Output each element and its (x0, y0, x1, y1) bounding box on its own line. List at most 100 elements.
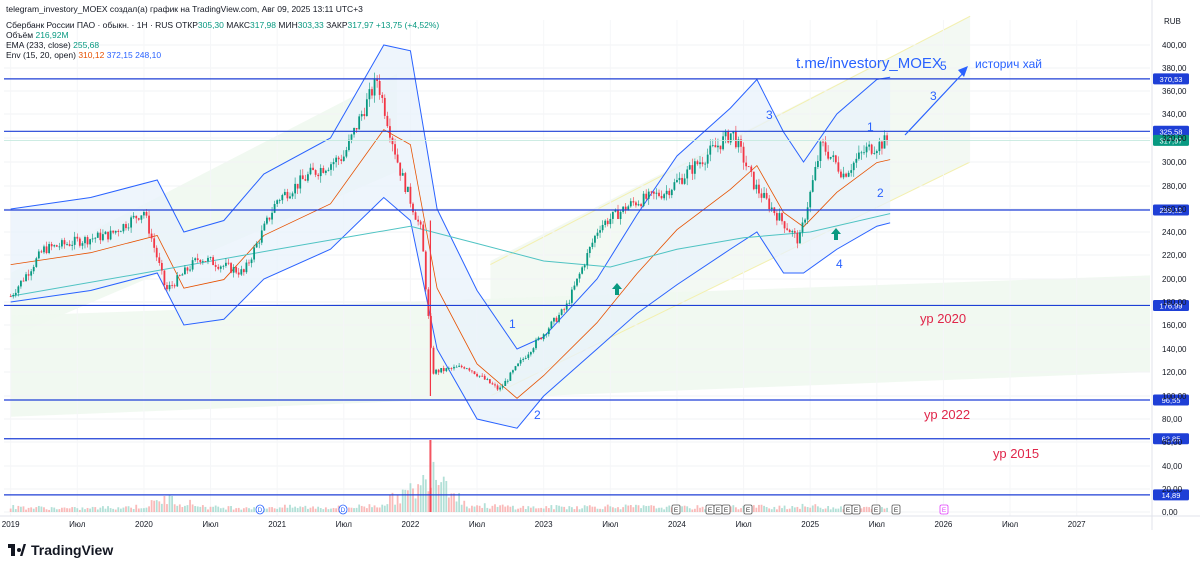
candle-body (863, 152, 865, 154)
candle-body (512, 370, 514, 373)
envelope-basis-line (10, 129, 891, 399)
volume-bar (50, 507, 53, 512)
candle-body (304, 179, 307, 181)
volume-bar (373, 505, 376, 512)
volume-bar (686, 506, 689, 512)
volume-bar (186, 505, 189, 512)
candle-body (763, 192, 765, 198)
buy-arrow-icon (831, 228, 841, 240)
volume-bar (437, 485, 440, 512)
volume-bar (609, 506, 612, 512)
envelope-bands (10, 44, 891, 429)
candle-body (66, 244, 68, 245)
candle-body (58, 246, 61, 248)
volume-bar (732, 505, 735, 512)
volume-bar (783, 505, 786, 512)
candle-body (594, 235, 596, 243)
volume-bar (406, 490, 409, 512)
candle-body (35, 258, 38, 267)
volume-bar (804, 506, 806, 512)
candle-body (663, 194, 666, 199)
volume-legend[interactable]: Объём 216,92M (6, 30, 69, 40)
target-label: историч хай (975, 57, 1042, 71)
ohlc-close-label: ЗАКР (326, 20, 348, 30)
candle-body (12, 294, 15, 297)
candle-body (194, 258, 197, 261)
candle-body (71, 244, 74, 246)
tradingview-logo[interactable]: TradingView (8, 542, 113, 558)
volume-bar (219, 508, 222, 512)
volume-bar (143, 508, 145, 512)
volume-bar (635, 504, 637, 512)
candle-body (819, 141, 822, 162)
volume-bar (524, 509, 527, 512)
volume-bar (289, 504, 291, 512)
earnings-marker-icon (671, 504, 681, 515)
volume-bar (176, 505, 179, 512)
candle-body (852, 162, 855, 171)
volume-bar (829, 509, 832, 512)
volume-bar (868, 507, 871, 512)
event-marker-label: E (716, 507, 721, 514)
candle-body (783, 221, 786, 229)
volume-bar (271, 507, 273, 512)
wave-1-label-2022: 1 (509, 317, 516, 331)
volume-bar (565, 509, 568, 512)
earnings-marker-icon (939, 504, 949, 515)
volume-bar (191, 504, 194, 512)
candle-body (488, 379, 491, 384)
volume-bar (440, 482, 443, 512)
volume-bar (150, 500, 153, 512)
volume-bar (294, 506, 297, 512)
candle-body (527, 354, 530, 358)
volume-bar (102, 506, 104, 512)
candle-body (670, 189, 673, 196)
candle-body (43, 246, 45, 253)
env-legend[interactable]: Env (15, 20, open) 310,12 372,15 248,10 (6, 50, 161, 60)
ema-legend[interactable]: EMA (233, close) 255,68 (6, 40, 99, 50)
volume-bar (468, 508, 471, 512)
y-tick-label: 400,00 (1162, 41, 1187, 50)
volume-bar (560, 506, 563, 512)
volume-bar (250, 509, 253, 512)
candle-body (519, 359, 522, 364)
candle-body (96, 232, 99, 238)
wave-2-label-2022: 2 (534, 408, 541, 422)
volume-bar (763, 505, 765, 512)
candle-body (870, 144, 873, 154)
volume-bar (624, 504, 627, 512)
candle-body (383, 97, 386, 116)
volume-bar (201, 505, 204, 512)
candle-body (599, 230, 601, 233)
candle-body (463, 367, 466, 369)
candle-body (652, 191, 655, 194)
candle-body (440, 368, 443, 373)
price-badge (1153, 134, 1189, 146)
volume-bar (778, 505, 781, 512)
candle-body (860, 152, 863, 154)
candle-body (368, 89, 371, 100)
candle-body (517, 363, 519, 367)
y-tick-label: 220,00 (1162, 251, 1187, 260)
candle-body (581, 267, 584, 274)
volume-bar (232, 509, 235, 512)
candle-body (117, 230, 120, 233)
volume-bar (701, 506, 704, 512)
volume-bar (245, 507, 248, 512)
candle-body (14, 292, 17, 295)
volume-bar (199, 506, 202, 512)
candle-body (447, 368, 450, 369)
candle-body (22, 280, 25, 282)
candle-body (160, 262, 163, 271)
x-tick-label: 2021 (268, 520, 286, 529)
volume-bar (348, 507, 350, 512)
candle-body (676, 180, 678, 183)
ohlc-high-value: 317,98 (250, 20, 277, 30)
x-tick-label: 2024 (668, 520, 686, 529)
volume-bar (422, 474, 425, 512)
volume-bar (283, 504, 286, 512)
candle-body (373, 78, 376, 96)
candle-body (173, 285, 176, 287)
